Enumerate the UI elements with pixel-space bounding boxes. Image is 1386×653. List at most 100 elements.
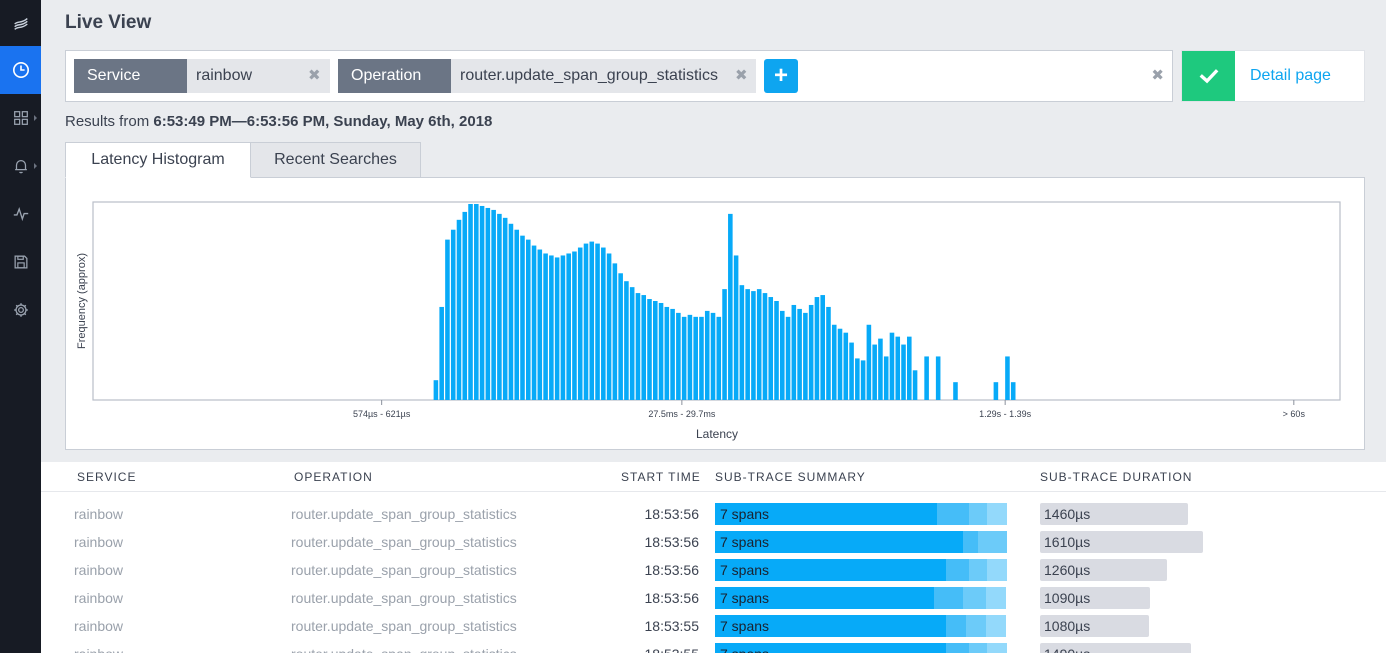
- sub-trace-duration-bar: 1260µs: [1040, 559, 1167, 581]
- clock-graphic: [12, 61, 29, 79]
- tab-recent-searches[interactable]: Recent Searches: [250, 142, 421, 178]
- summary-segment: [987, 559, 1007, 581]
- row-service: rainbow: [74, 590, 124, 606]
- row-start-time: 18:53:56: [644, 534, 700, 550]
- histogram-bar: [756, 289, 762, 400]
- span-count: 7 spans: [720, 562, 770, 578]
- tab-latency-histogram[interactable]: Latency Histogram: [65, 142, 251, 178]
- row-start-time: 18:53:56: [644, 562, 700, 578]
- service-chip-value[interactable]: rainbow: [187, 59, 330, 93]
- histogram-bar: [803, 312, 808, 400]
- pulse-icon[interactable]: [0, 190, 41, 238]
- histogram-bar: [797, 308, 802, 400]
- table-row[interactable]: rainbow router.update_span_group_statisti…: [41, 584, 1386, 612]
- histogram-bar: [595, 243, 600, 400]
- column-header-operation[interactable]: OPERATION: [294, 470, 373, 484]
- summary-segment: [946, 559, 969, 581]
- row-operation: router.update_span_group_statistics: [291, 640, 517, 653]
- histogram-bar: [889, 332, 895, 400]
- summary-segment: [969, 559, 987, 581]
- operation-chip-value[interactable]: router.update_span_group_statistics: [451, 59, 756, 93]
- row-start-time: 18:53:55: [644, 618, 700, 634]
- histogram-bar: [664, 306, 670, 400]
- add-filter-button[interactable]: +: [764, 59, 798, 93]
- histogram-bar: [670, 308, 675, 400]
- table-row[interactable]: rainbow router.update_span_group_statisti…: [41, 556, 1386, 584]
- table-row[interactable]: rainbow router.update_span_group_statisti…: [41, 500, 1386, 528]
- column-header-start-time[interactable]: START TIME: [621, 470, 701, 484]
- logo-icon[interactable]: [0, 0, 41, 48]
- histogram-bar: [699, 316, 704, 400]
- query-bar[interactable]: Service rainbow ✖ Operation router.updat…: [65, 50, 1173, 102]
- results-prefix: Results from: [65, 113, 154, 130]
- row-operation: router.update_span_group_statistics: [291, 590, 517, 606]
- summary-segment: [715, 531, 963, 553]
- histogram-bar: [445, 239, 450, 400]
- histogram-bar: [606, 253, 612, 400]
- table-row[interactable]: rainbow router.update_span_group_statisti…: [41, 612, 1386, 640]
- sub-trace-summary-bar[interactable]: 7 spans: [715, 559, 1007, 581]
- histogram-bar: [1005, 356, 1010, 400]
- span-count: 7 spans: [720, 534, 770, 550]
- sub-trace-summary-bar[interactable]: 7 spans: [715, 615, 1007, 637]
- summary-segment: [963, 587, 986, 609]
- column-header-duration[interactable]: SUB-TRACE DURATION: [1040, 470, 1193, 484]
- grid-icon[interactable]: [0, 94, 41, 142]
- histogram-bar: [774, 301, 779, 400]
- summary-segment: [986, 615, 1006, 637]
- summary-segment: [946, 615, 966, 637]
- sub-trace-summary-bar[interactable]: 7 spans: [715, 531, 1007, 553]
- confirm-button[interactable]: [1182, 51, 1235, 101]
- histogram-bar: [618, 273, 623, 400]
- histogram-bar: [537, 249, 543, 400]
- table-row[interactable]: rainbow router.update_span_group_statisti…: [41, 528, 1386, 556]
- sub-trace-summary-bar[interactable]: 7 spans: [715, 643, 1007, 653]
- summary-segment: [934, 587, 963, 609]
- row-operation: router.update_span_group_statistics: [291, 562, 517, 578]
- x-tick-label: > 60s: [1283, 409, 1306, 419]
- histogram-bar: [820, 295, 825, 400]
- column-header-service[interactable]: SERVICE: [77, 470, 137, 484]
- detail-page-link[interactable]: Detail page: [1250, 67, 1331, 84]
- latency-histogram-chart[interactable]: 574µs - 621µs 27.5ms - 29.7ms 1.29s - 1.39…: [66, 178, 1364, 449]
- save-icon[interactable]: [0, 238, 41, 286]
- logo-graphic: [13, 18, 28, 30]
- histogram-bar: [647, 299, 652, 400]
- histogram-bar: [676, 312, 681, 400]
- bell-icon[interactable]: [0, 142, 41, 190]
- histogram-bar: [895, 336, 901, 400]
- row-operation: router.update_span_group_statistics: [291, 618, 517, 634]
- histogram-bar: [768, 297, 774, 400]
- clock-icon[interactable]: [0, 46, 41, 94]
- row-start-time: 18:53:56: [644, 590, 700, 606]
- remove-service-icon[interactable]: ✖: [308, 67, 321, 84]
- histogram-bar: [878, 338, 883, 400]
- histogram-bar: [935, 356, 941, 400]
- sub-trace-summary-bar[interactable]: 7 spans: [715, 587, 1007, 609]
- histogram-bar: [780, 310, 785, 400]
- remove-operation-icon[interactable]: ✖: [735, 67, 748, 84]
- table-row[interactable]: rainbow router.update_span_group_statisti…: [41, 640, 1386, 653]
- histogram-bar: [549, 255, 554, 400]
- row-start-time: 18:53:55: [561, 640, 700, 653]
- row-service: rainbow: [74, 640, 123, 653]
- row-service: rainbow: [74, 618, 124, 634]
- column-header-summary[interactable]: SUB-TRACE SUMMARY: [715, 470, 866, 484]
- sub-trace-summary-bar[interactable]: 7 spans: [715, 503, 1007, 525]
- gear-icon[interactable]: [0, 286, 41, 334]
- histogram-bar: [837, 328, 843, 400]
- histogram-bar: [762, 293, 768, 400]
- histogram-bar: [497, 213, 502, 400]
- duration-value: 1610µs: [1044, 534, 1091, 550]
- summary-segment: [969, 503, 987, 525]
- summary-segment: [969, 643, 987, 653]
- results-range: Results from 6:53:49 PM—6:53:56 PM, Sund…: [65, 113, 492, 130]
- histogram-bar: [491, 209, 496, 400]
- clear-query-icon[interactable]: ✖: [1151, 67, 1164, 84]
- operation-chip-label: Operation: [338, 59, 451, 93]
- histogram-bar: [566, 253, 571, 400]
- summary-segment: [978, 531, 1007, 553]
- histogram-bar: [554, 257, 560, 400]
- row-service: rainbow: [74, 534, 124, 550]
- histogram-bar: [733, 255, 739, 400]
